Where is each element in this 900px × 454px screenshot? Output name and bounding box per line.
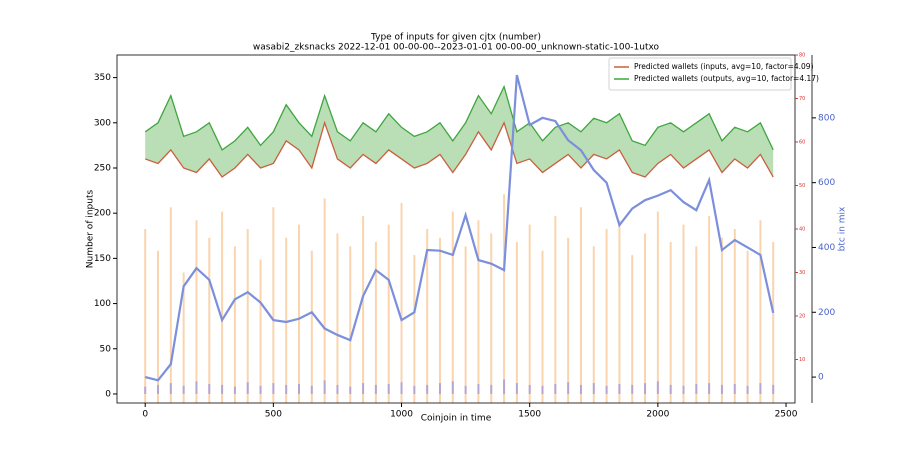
- x-tick-label: 2500: [775, 410, 798, 420]
- x-tick-label: 500: [265, 410, 282, 420]
- legend-label: Predicted wallets (outputs, avg=10, fact…: [634, 74, 819, 83]
- y-tick-label: 250: [94, 163, 111, 173]
- y-tick-label: 300: [94, 118, 111, 128]
- x-axis-label: Coinjoin in time: [421, 414, 492, 424]
- y-tick-label: 50: [100, 344, 112, 354]
- y2-tick-label: 200: [818, 308, 835, 318]
- y3-tick-label: 50: [799, 183, 805, 189]
- chart-subtitle: wasabi2_zksnacks 2022-12-01 00-00-00--20…: [253, 43, 660, 53]
- chart-title: Type of inputs for given cjtx (number): [370, 33, 541, 43]
- y3-tick-label: 70: [799, 96, 805, 102]
- y3-tick-label: 60: [799, 140, 805, 146]
- y2-tick-label: 800: [818, 113, 835, 123]
- y-tick-label: 350: [94, 73, 111, 83]
- fill-between: [145, 86, 774, 178]
- y3-tick-label: 10: [799, 357, 805, 363]
- series-line: [144, 120, 774, 178]
- y3-tick-label: 40: [799, 227, 805, 233]
- legend-label: Predicted wallets (inputs, avg=10, facto…: [634, 62, 814, 71]
- plot-frame: [116, 54, 796, 404]
- y2-tick-label: 0: [818, 373, 824, 383]
- x-tick-label: 1500: [518, 410, 541, 420]
- y3-tick-label: 30: [799, 270, 805, 276]
- y3-tick-label: 20: [799, 314, 805, 320]
- legend-box: [608, 57, 792, 91]
- y3-tick-label: 80: [799, 53, 805, 59]
- series-line: [144, 84, 774, 151]
- y-tick-label: 0: [105, 389, 111, 399]
- x-tick-label: 2000: [646, 410, 669, 420]
- y-axis-label: Number of inputs: [86, 189, 96, 268]
- x-tick-label: 0: [142, 410, 148, 420]
- y2-tick-label: 600: [818, 178, 835, 188]
- y2-axis-label: btc in mix: [838, 206, 848, 251]
- y2-tick-label: 400: [818, 243, 835, 253]
- series-line: [144, 74, 775, 382]
- y-tick-label: 150: [94, 254, 111, 264]
- y-tick-label: 200: [94, 209, 111, 219]
- y-tick-label: 100: [94, 299, 111, 309]
- x-tick-label: 1000: [390, 410, 413, 420]
